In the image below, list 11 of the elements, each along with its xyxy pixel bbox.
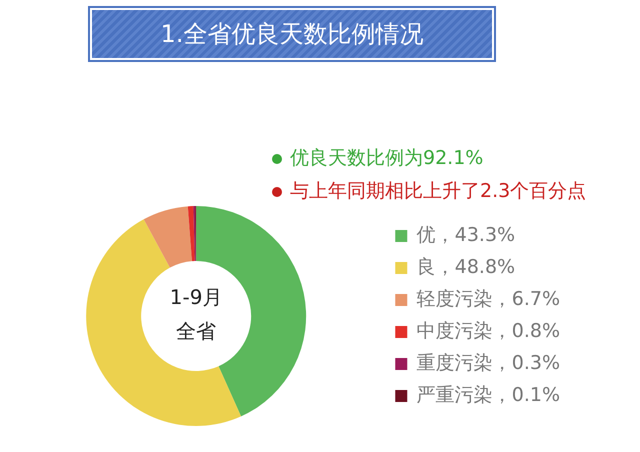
legend-label: 中度污染，0.8% xyxy=(416,320,560,342)
legend-label: 优，43.3% xyxy=(416,224,516,246)
text: 1-9月 xyxy=(170,285,222,310)
text: 优良天数比例为92.1% xyxy=(289,146,484,171)
legend-label: 轻度污染，6.7% xyxy=(416,288,560,310)
chart-title: 1.全省优良天数比例情况 xyxy=(90,8,494,60)
legend-label: 良，48.8% xyxy=(416,256,516,278)
legend-label: 重度污染，0.3% xyxy=(416,352,560,374)
text: 与上年同期相比上升了2.3个百分点 xyxy=(289,179,586,204)
legend-label: 严重污染，0.1% xyxy=(416,384,560,406)
text: 全省 xyxy=(176,319,216,344)
